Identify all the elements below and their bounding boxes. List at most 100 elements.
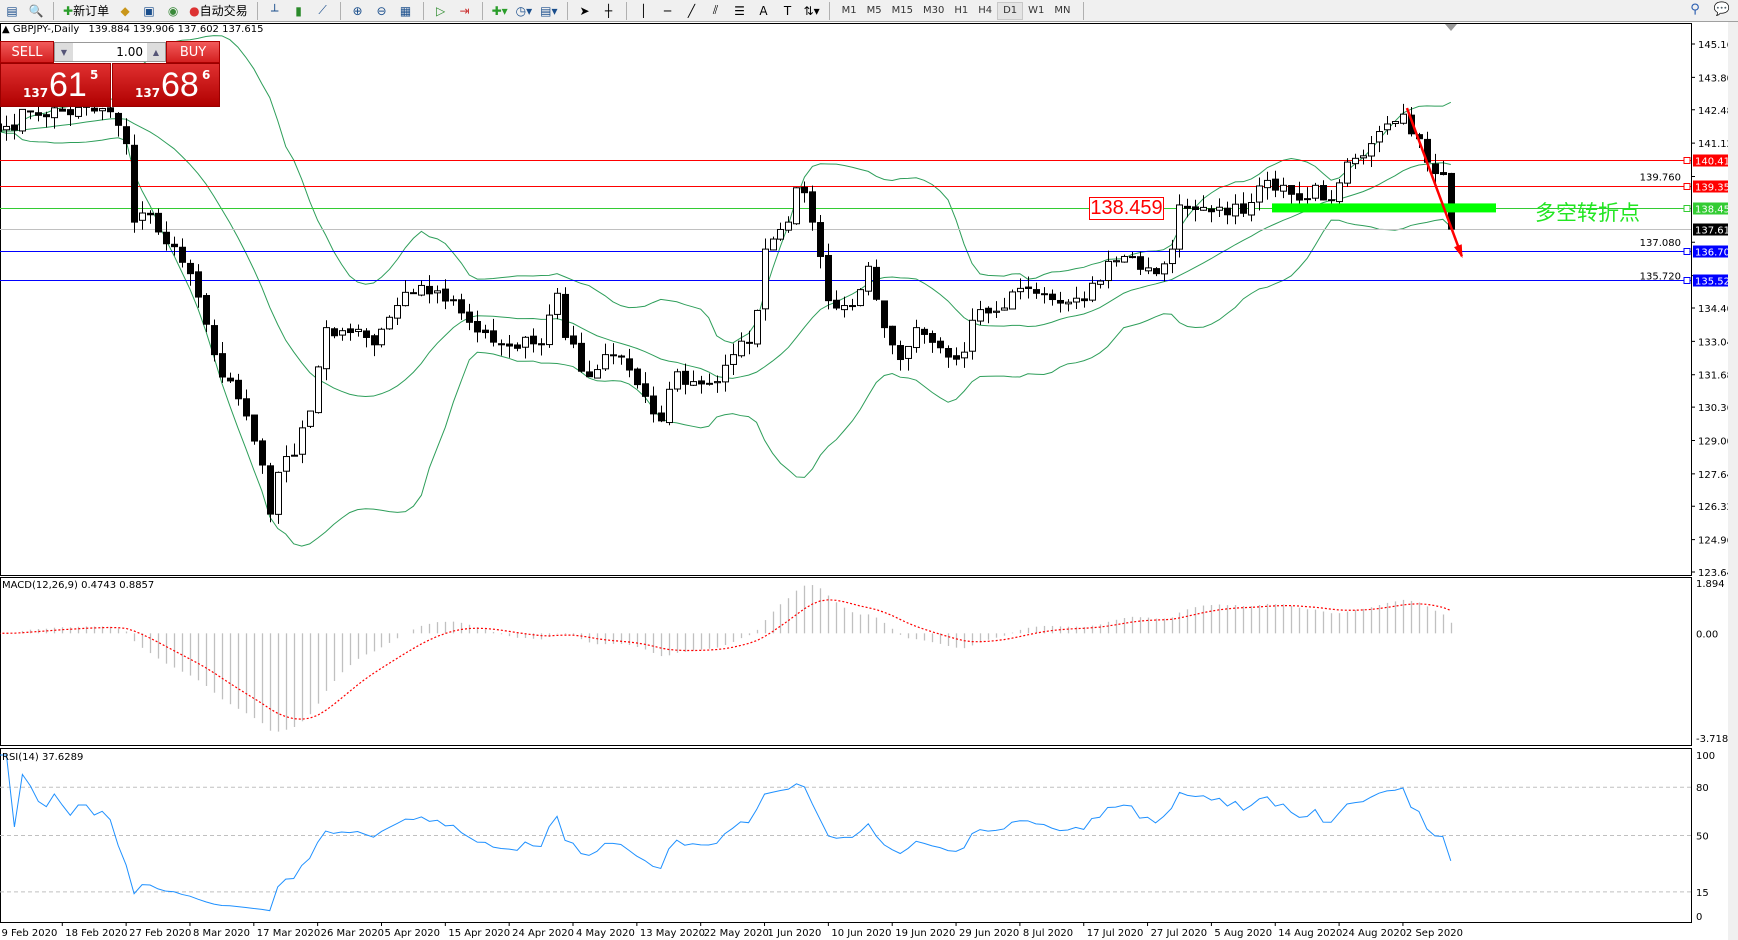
indicators-icon[interactable]: ✚▾ <box>491 3 508 18</box>
bull-candle <box>402 291 409 307</box>
search-icon[interactable]: ⚲ <box>1690 2 1700 17</box>
bear-candle <box>1081 298 1088 302</box>
auto-trading-button[interactable]: ● 自动交易 <box>187 1 250 21</box>
new-order-button[interactable]: ✚ 新订单 <box>61 1 111 21</box>
bear-candle <box>1328 199 1335 202</box>
bull-candle <box>299 427 306 455</box>
text-label-icon[interactable]: T <box>783 3 792 18</box>
timeframe-h1[interactable]: H1 <box>954 5 969 16</box>
templates-icon[interactable]: ▤▾ <box>540 3 558 18</box>
bear-candle <box>1192 206 1199 210</box>
equidistant-channel-icon[interactable]: ⫽ <box>712 3 719 17</box>
timeframe-m1[interactable]: M1 <box>841 5 857 16</box>
rsi-scale-label: 15 <box>1696 888 1709 899</box>
price-line-label: 139.355 <box>1695 183 1736 194</box>
bull-candle <box>785 221 792 231</box>
chart-shift-icon[interactable]: ⇥ <box>459 3 470 18</box>
toolbar-separator <box>481 1 483 20</box>
timeframe-d1[interactable]: D1 <box>997 1 1024 20</box>
collapse-triangle-icon[interactable]: ▲ <box>2 24 10 35</box>
auto-scroll-icon[interactable]: ▷ <box>435 3 446 18</box>
bull-candle <box>418 284 425 296</box>
bull-candle <box>434 290 441 294</box>
decrease-lot-icon[interactable]: ▼ <box>55 43 73 61</box>
timeframe-w1[interactable]: W1 <box>1028 5 1045 16</box>
bear-candle <box>889 325 896 346</box>
bull-candle <box>913 327 920 349</box>
bear-candle <box>426 285 433 295</box>
buy-price-sup: 6 <box>202 68 211 82</box>
cursor-icon[interactable]: ➤ <box>579 3 590 18</box>
bear-candle <box>1137 256 1144 270</box>
bear-candle <box>881 300 888 329</box>
horizontal-line-icon[interactable]: ─ <box>663 3 672 18</box>
zoom-in-icon[interactable]: ⊕ <box>352 3 363 18</box>
lot-size-stepper[interactable]: ▼ 1.00 ▲ <box>54 42 166 62</box>
sell-button[interactable]: SELL <box>0 41 54 63</box>
lot-size-input[interactable]: 1.00 <box>116 45 143 59</box>
bear-candle <box>107 107 114 113</box>
bar-chart-icon[interactable]: ┴ <box>270 3 279 18</box>
price-tick-label: 126.320 <box>1698 502 1738 513</box>
date-tick-label: 27 Feb 2020 <box>129 928 191 939</box>
bollinger-band-lower <box>0 131 1452 547</box>
text-icon[interactable]: A <box>759 3 768 18</box>
terminal-icon[interactable]: ▣ <box>143 3 155 18</box>
zoom-out-icon[interactable]: ⊖ <box>376 3 387 18</box>
timeframe-m15[interactable]: M15 <box>891 5 913 16</box>
bear-candle <box>163 231 170 245</box>
bull-candle <box>1065 301 1072 305</box>
bull-candle <box>1232 203 1239 217</box>
bull-candle <box>690 381 697 386</box>
price-tick-label: 141.120 <box>1698 139 1738 150</box>
turning-point-label[interactable]: 多空转折点 <box>1535 201 1640 225</box>
buy-button[interactable]: BUY <box>166 41 220 63</box>
timeframe-m5[interactable]: M5 <box>866 5 882 16</box>
price-tick-label: 142.480 <box>1698 106 1738 117</box>
chart-header: ▲ GBPJPY-,Daily 139.884 139.906 137.602 … <box>2 24 263 35</box>
signals-icon[interactable]: ◉ <box>167 3 179 18</box>
trendline-icon[interactable]: ╱ <box>687 3 696 18</box>
date-tick-label: 4 May 2020 <box>576 928 635 939</box>
timeframe-mn[interactable]: MN <box>1054 5 1071 16</box>
increase-lot-icon[interactable]: ▲ <box>147 43 165 61</box>
date-tick-label: 10 Jun 2020 <box>831 928 891 939</box>
candlestick-icon[interactable]: ▮ <box>295 3 302 18</box>
arrows-icon[interactable]: ⇅▾ <box>803 3 820 18</box>
bull-candle <box>738 340 745 357</box>
timeframe-m30[interactable]: M30 <box>922 5 945 16</box>
bear-candle <box>482 329 489 334</box>
timeframe-h4[interactable]: H4 <box>978 5 993 16</box>
chat-icon[interactable]: 💬 <box>1713 2 1730 17</box>
tile-windows-icon[interactable]: ▦ <box>399 3 412 18</box>
toolbar-right: ⚲ 💬 <box>1690 2 1730 17</box>
bull-candle <box>793 187 800 225</box>
bull-candle <box>1097 280 1104 285</box>
sell-price[interactable]: 137 61 5 <box>0 63 111 107</box>
fibonacci-icon[interactable]: ☰ <box>734 3 745 18</box>
buy-price[interactable]: 137 68 6 <box>112 63 220 107</box>
ohlc-values: 139.884 139.906 137.602 137.615 <box>88 24 264 35</box>
periods-icon[interactable]: ◷▾ <box>515 3 533 18</box>
bear-candle <box>1025 286 1032 290</box>
main-pane-border <box>0 23 1692 576</box>
new-chart-icon[interactable]: ▤ <box>6 3 18 18</box>
date-tick-label: 17 Mar 2020 <box>257 928 320 939</box>
metaeditor-icon[interactable]: ◆ <box>120 3 130 18</box>
line-chart-icon[interactable]: ⟋ <box>318 3 327 17</box>
bull-candle <box>849 305 856 308</box>
bear-candle <box>67 109 74 116</box>
bear-candle <box>570 335 577 345</box>
price-annotation-box[interactable]: 138.459 <box>1089 197 1164 220</box>
bull-candle <box>1360 155 1367 159</box>
bull-candle <box>522 336 529 348</box>
crosshair-icon[interactable]: ┼ <box>604 3 613 18</box>
vertical-line-icon[interactable]: │ <box>639 3 648 18</box>
bull-candle <box>610 354 617 357</box>
zoom-window-icon[interactable]: 🔍 <box>28 3 44 18</box>
bull-candle <box>1113 260 1120 263</box>
bear-candle <box>115 112 122 126</box>
macd-signal-line <box>0 599 1452 720</box>
price-tick-label: 124.960 <box>1698 536 1738 547</box>
